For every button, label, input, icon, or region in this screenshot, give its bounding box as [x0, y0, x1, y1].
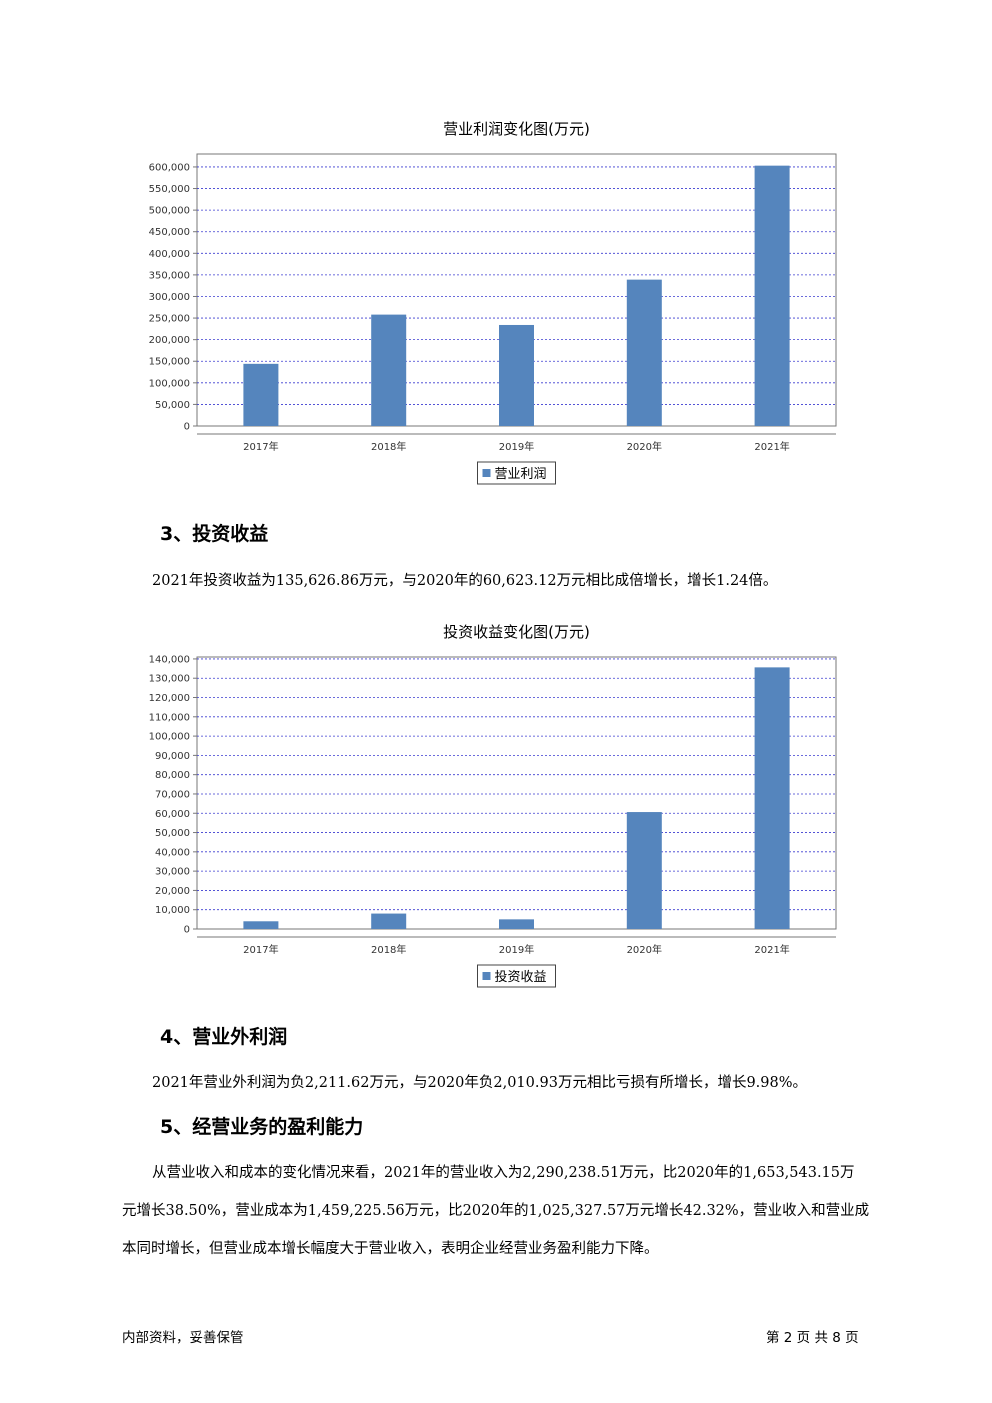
y-tick-label: 120,000 [149, 693, 190, 704]
y-tick-label: 50,000 [155, 400, 190, 411]
x-tick-label: 2017年 [243, 440, 278, 453]
investment-income-chart: 投资收益变化图(万元) 0 10,000 20,000 30,000 40,000 50,0… [140, 615, 860, 995]
y-tick-label: 350,000 [149, 270, 190, 281]
legend-swatch [482, 972, 491, 980]
bar [754, 165, 790, 426]
section-3-text: 2021年投资收益为135,626.86万元，与2020年的60,623.12万… [152, 573, 778, 589]
section-5-heading: 5、经营业务的盈利能力 [160, 1116, 364, 1138]
bar [499, 324, 534, 426]
x-tick-label: 2019年 [499, 943, 534, 956]
x-tick-label: 2020年 [627, 943, 662, 956]
bar [371, 314, 407, 426]
operating-profit-chart: 营业利润变化图(万元) 0 50,000 100,000 150,000 200,000 2… [140, 112, 860, 492]
plot-frame [196, 656, 837, 930]
section-3-heading: 3、投资收益 [160, 523, 269, 545]
y-tick-label: 140,000 [149, 654, 190, 665]
x-tick-label: 2021年 [754, 440, 789, 453]
legend-box [477, 964, 556, 988]
investment-income-chart-svg: 投资收益变化图(万元) 0 10,000 20,000 30,000 40,000 50,0… [149, 623, 837, 988]
section-4-text: 2021年营业外利润为负2,211.62万元，与2020年负2,010.93万元… [152, 1075, 808, 1091]
section-5-line-2: 元增长38.50%，营业成本为1,459,225.56万元，比2020年的1,0… [122, 1203, 870, 1219]
x-tick-label: 2021年 [754, 943, 789, 956]
y-tick-label: 90,000 [155, 751, 190, 762]
legend-box [477, 461, 556, 485]
y-tick-label: 0 [184, 925, 190, 936]
y-tick-label: 40,000 [155, 847, 190, 858]
x-tick-label: 2018年 [371, 440, 406, 453]
y-tick-label: 20,000 [155, 886, 190, 897]
section-5-line-3: 本同时增长，但营业成本增长幅度大于营业收入，表明企业经营业务盈利能力下降。 [122, 1241, 659, 1257]
bar [754, 667, 790, 929]
y-tick-label: 150,000 [149, 357, 190, 368]
y-tick-label: 600,000 [149, 162, 190, 173]
y-tick-label: 70,000 [155, 789, 190, 800]
y-tick-label: 400,000 [149, 249, 190, 260]
footer-page-number: 第 2 页 共 8 页 [766, 1330, 859, 1346]
y-tick-label: 100,000 [149, 378, 190, 389]
x-tick-label: 2018年 [371, 943, 406, 956]
legend-label: 营业利润 [495, 467, 547, 482]
y-tick-label: 60,000 [155, 809, 190, 820]
y-tick-label: 0 [184, 422, 190, 433]
bar [371, 913, 407, 929]
y-tick-label: 300,000 [149, 292, 190, 303]
y-tick-label: 110,000 [149, 712, 190, 723]
x-tick-label: 2020年 [627, 440, 662, 453]
y-tick-label: 130,000 [149, 674, 190, 685]
bar [243, 363, 279, 426]
section-5-line-1: 从营业收入和成本的变化情况来看，2021年的营业收入为2,290,238.51万… [152, 1165, 855, 1181]
y-tick-label: 100,000 [149, 732, 190, 743]
y-tick-label: 200,000 [149, 335, 190, 346]
section-4-heading: 4、营业外利润 [160, 1026, 288, 1048]
y-tick-label: 50,000 [155, 828, 190, 839]
y-tick-label: 550,000 [149, 184, 190, 195]
legend-swatch [482, 469, 491, 477]
bar [243, 921, 279, 929]
y-tick-label: 80,000 [155, 770, 190, 781]
footer-left: 内部资料，妥善保管 [122, 1330, 244, 1346]
chart-title: 投资收益变化图(万元) [443, 623, 590, 641]
y-tick-label: 250,000 [149, 314, 190, 325]
operating-profit-chart-svg: 营业利润变化图(万元) 0 50,000 100,000 150,000 200,000 2… [149, 120, 837, 485]
bar [626, 812, 662, 929]
legend-label: 投资收益 [495, 969, 547, 985]
y-tick-label: 10,000 [155, 905, 190, 916]
chart-title: 营业利润变化图(万元) [443, 120, 590, 138]
x-tick-label: 2019年 [499, 440, 534, 453]
x-tick-label: 2017年 [243, 943, 278, 956]
y-tick-label: 500,000 [149, 206, 190, 217]
y-tick-label: 450,000 [149, 227, 190, 238]
y-tick-label: 30,000 [155, 867, 190, 878]
bar [626, 279, 662, 426]
bar [499, 919, 534, 929]
